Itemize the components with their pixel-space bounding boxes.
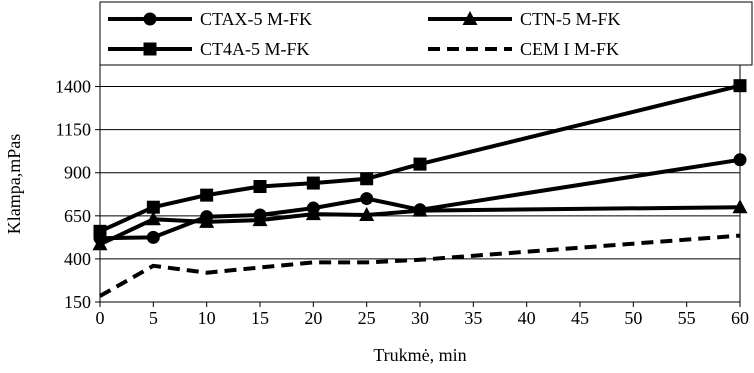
x-tick-label: 10 (198, 308, 216, 328)
x-tick-label: 25 (358, 308, 376, 328)
marker-triangle (145, 211, 161, 226)
legend-item: CTAX-5 M-FK (108, 9, 312, 29)
y-tick-label: 400 (64, 249, 91, 269)
legend: CTAX-5 M-FK CTN-5 M-FK CT4A-5 M-FK CEM I M-… (108, 9, 621, 59)
x-tick-label: 5 (149, 308, 158, 328)
plot-area (99, 64, 741, 303)
x-tick-label: 0 (96, 308, 105, 328)
marker-square (146, 200, 160, 214)
x-tick-label: 35 (464, 308, 482, 328)
marker-triangle (412, 202, 428, 217)
x-tick-label: 30 (411, 308, 429, 328)
series-line (99, 205, 741, 247)
marker-triangle (359, 206, 375, 221)
marker-triangle (462, 11, 478, 25)
series-line (99, 157, 741, 241)
x-tick-label: 15 (251, 308, 269, 328)
marker-circle (143, 12, 157, 26)
series-line (99, 83, 741, 234)
x-tick-label: 20 (304, 308, 322, 328)
legend-item: CEM I M-FK (428, 39, 619, 59)
marker-square (253, 180, 267, 194)
marker-triangle (199, 213, 215, 228)
marker-triangle (92, 236, 108, 251)
marker-circle (360, 192, 374, 206)
marker-square (413, 157, 427, 171)
marker-square (143, 42, 157, 56)
y-tick-label: 1150 (56, 120, 91, 140)
marker-triangle (732, 199, 748, 214)
series-line (99, 233, 741, 298)
x-tick-label: 40 (518, 308, 536, 328)
y-tick-label: 900 (64, 163, 91, 183)
marker-square (306, 176, 320, 190)
marker-circle (146, 230, 160, 244)
marker-circle (733, 153, 747, 167)
series (99, 233, 741, 298)
x-axis: 0 5 10 15 20 25 30 35 40 45 50 55 60 (96, 302, 749, 328)
x-axis-title: Trukmė, min (373, 345, 466, 365)
legend-label: CTN-5 M-FK (520, 9, 621, 29)
x-tick-label: 50 (624, 308, 642, 328)
y-axis: 150 400 650 900 1150 1400 (55, 77, 100, 312)
marker-triangle (305, 206, 321, 221)
legend-label: CTAX-5 M-FK (200, 9, 312, 29)
x-tick-label: 55 (678, 308, 696, 328)
series (93, 79, 747, 238)
marker-square (93, 224, 107, 238)
y-axis-title: Klampa,mPas (4, 134, 24, 235)
marker-square (200, 188, 214, 202)
x-tick-label: 45 (571, 308, 589, 328)
marker-square (733, 79, 747, 93)
y-tick-label: 150 (64, 292, 91, 312)
series-layer (92, 79, 748, 298)
legend-box (99, 1, 753, 66)
x-tick-label: 60 (731, 308, 749, 328)
y-tick-label: 1400 (55, 77, 91, 97)
legend-label: CT4A-5 M-FK (200, 39, 310, 59)
series (92, 199, 748, 251)
y-tick-label: 650 (64, 206, 91, 226)
legend-label: CEM I M-FK (520, 39, 619, 59)
marker-triangle (252, 212, 268, 227)
marker-square (360, 172, 374, 186)
legend-item: CTN-5 M-FK (428, 9, 621, 29)
legend-item: CT4A-5 M-FK (108, 39, 310, 59)
